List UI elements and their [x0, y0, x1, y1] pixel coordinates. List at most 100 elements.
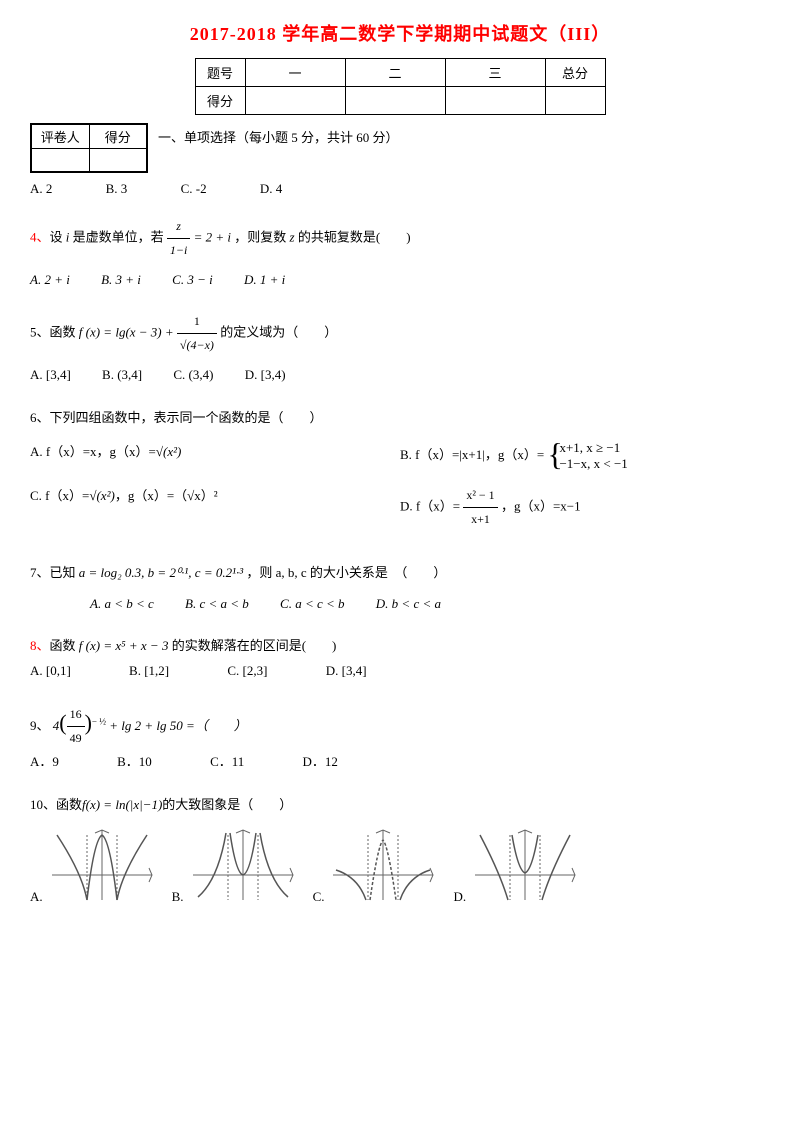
q5-frac-den: √(4−x): [177, 334, 217, 357]
q9-exp: − ½: [92, 716, 106, 726]
choice-b: B. 3: [106, 181, 128, 196]
q9-frac: 16 49: [67, 703, 85, 750]
page-title: 2017-2018 学年高二数学下学期期中试题文（III）: [30, 20, 770, 46]
question-6: 6、下列四组函数中，表示同一个函数的是（ ） A. f（x）=x，g（x）=√(…: [30, 406, 770, 543]
q6-d-den: x+1: [463, 508, 497, 531]
q8-c: C. [2,3]: [227, 659, 267, 684]
question-10: 10、函数f(x) = ln(|x|−1)的大致图象是（ ）: [30, 793, 770, 818]
q6-d2: ，g（x）=x−1: [501, 499, 581, 514]
q4-frac: z 1−i: [167, 215, 190, 262]
td-blank: [545, 87, 605, 115]
td-score-label: 得分: [195, 87, 245, 115]
q4-frac-num: z: [167, 215, 190, 239]
q7-a: A. a < b < c: [90, 592, 154, 617]
q7-b: B. c < a < b: [185, 592, 249, 617]
q7-d: D. b < c < a: [376, 592, 441, 617]
q9-c: C．11: [210, 750, 244, 775]
q10-b-label: B.: [172, 889, 184, 905]
q4-z: z: [290, 229, 295, 244]
question-5: 5、函数 f (x) = lg(x − 3) + 1 √(4−x) 的定义域为（…: [30, 310, 770, 387]
q5-frac: 1 √(4−x): [177, 310, 217, 357]
q6-a1: A. f（x）=x，g（x）=: [30, 444, 156, 459]
q5-frac-num: 1: [177, 310, 217, 334]
th-3: 三: [445, 59, 545, 87]
q8-num: 8、: [30, 638, 50, 653]
q6-d-frac: x² − 1 x+1: [463, 484, 497, 531]
graph-b: [188, 825, 298, 905]
q9-a: A．9: [30, 750, 59, 775]
q4-c: C. 3 − i: [172, 268, 213, 293]
q5-c: C. (3,4): [173, 363, 213, 388]
td-blank: [445, 87, 545, 115]
grader-label: 评卷人: [31, 124, 89, 148]
q6-a: A. f（x）=x，g（x）=√(x²): [30, 440, 400, 472]
th-total: 总分: [545, 59, 605, 87]
choice-a: A. 2: [30, 181, 52, 196]
q9-post: + lg 2 + lg 50 =（ ）: [109, 718, 247, 733]
q9-b: B．10: [117, 750, 152, 775]
graph-a: [47, 825, 157, 905]
th-1: 一: [245, 59, 345, 87]
th-2: 二: [345, 59, 445, 87]
q4-a: A. 2 + i: [30, 268, 70, 293]
q5-d: D. [3,4): [245, 363, 286, 388]
grader-table: 评卷人 得分: [30, 123, 148, 173]
grader-score: 得分: [89, 124, 147, 148]
q7-label: 7、已知: [30, 565, 76, 580]
choice-d: D. 4: [260, 181, 282, 196]
q6-b-piecewise: x+1, x ≥ −1 −1−x, x < −1: [547, 440, 627, 472]
question-8: 8、函数 f (x) = x⁵ + x − 3 的实数解落在的区间是( ) A.…: [30, 634, 770, 683]
q4-t1: 设: [50, 229, 63, 244]
q4-t3: ，则复数: [234, 229, 286, 244]
q6-b-p1: x+1, x ≥ −1: [559, 440, 627, 456]
q5-a: A. [3,4]: [30, 363, 71, 388]
q4-b: B. 3 + i: [101, 268, 141, 293]
q10-graphs: A. B. C.: [30, 825, 770, 905]
graph-c: [328, 825, 438, 905]
q6-label: 6、下列四组函数中，表示同一个函数的是（ ）: [30, 406, 770, 431]
q8-tail: 的实数解落在的区间是( ): [172, 638, 337, 653]
score-table: 题号 一 二 三 总分 得分: [195, 58, 606, 115]
q6-c1: C. f（x）=: [30, 488, 89, 503]
q10-label: 10、函数: [30, 797, 82, 812]
q4-frac-den: 1−i: [167, 239, 190, 262]
q7-tail: ，则 a, b, c 的大小关系是 （ ）: [246, 565, 446, 580]
q8-text: 函数: [50, 638, 76, 653]
q10-d-label: D.: [453, 889, 466, 905]
question-4: 4、设 i 是虚数单位，若 z 1−i = 2 + i ，则复数 z 的共轭复数…: [30, 215, 770, 292]
q6-d-num: x² − 1: [463, 484, 497, 508]
q6-c2: √(x²): [89, 488, 114, 503]
q4-t2: 是虚数单位，若: [73, 229, 164, 244]
q9-d: D．12: [303, 750, 338, 775]
q5-b: B. (3,4]: [102, 363, 142, 388]
q6-d: D. f（x）= x² − 1 x+1 ，g（x）=x−1: [400, 484, 770, 531]
q6-d1: D. f（x）=: [400, 499, 463, 514]
q7-expr: a = log₂ 0.3, b = 2⁰·¹, c = 0.2¹·³: [79, 565, 243, 580]
q8-a: A. [0,1]: [30, 659, 71, 684]
q4-eq: = 2 + i: [194, 229, 231, 244]
q9-fd: 49: [67, 727, 85, 750]
q9-label: 9、: [30, 718, 50, 733]
q4-d: D. 1 + i: [244, 268, 285, 293]
q6-a2: √(x²): [156, 444, 181, 459]
q9-fn: 16: [67, 703, 85, 727]
q8-b: B. [1,2]: [129, 659, 169, 684]
td-blank: [245, 87, 345, 115]
q6-c3: ，g（x）=（√x）²: [115, 488, 218, 503]
choice-c: C. -2: [181, 181, 207, 196]
graph-d: [470, 825, 580, 905]
section-1-label: 一、单项选择（每小题 5 分，共计 60 分）: [158, 123, 399, 146]
q8-d: D. [3,4]: [326, 659, 367, 684]
q4-num: 4、: [30, 229, 50, 244]
q6-b-p2: −1−x, x < −1: [559, 456, 627, 472]
q5-fx: f (x) = lg(x − 3) +: [79, 325, 174, 340]
q10-c-label: C.: [313, 889, 325, 905]
top-choices: A. 2 B. 3 C. -2 D. 4: [30, 181, 770, 197]
th-label: 题号: [195, 59, 245, 87]
question-7: 7、已知 a = log₂ 0.3, b = 2⁰·¹, c = 0.2¹·³ …: [30, 561, 770, 616]
q10-fx: f(x) = ln(|x|−1): [82, 797, 162, 812]
q4-t4: 的共轭复数是( ): [298, 229, 411, 244]
q4-i: i: [66, 229, 70, 244]
q5-tail: 的定义域为（ ）: [220, 325, 337, 340]
q10-tail: 的大致图象是（ ）: [162, 797, 292, 812]
